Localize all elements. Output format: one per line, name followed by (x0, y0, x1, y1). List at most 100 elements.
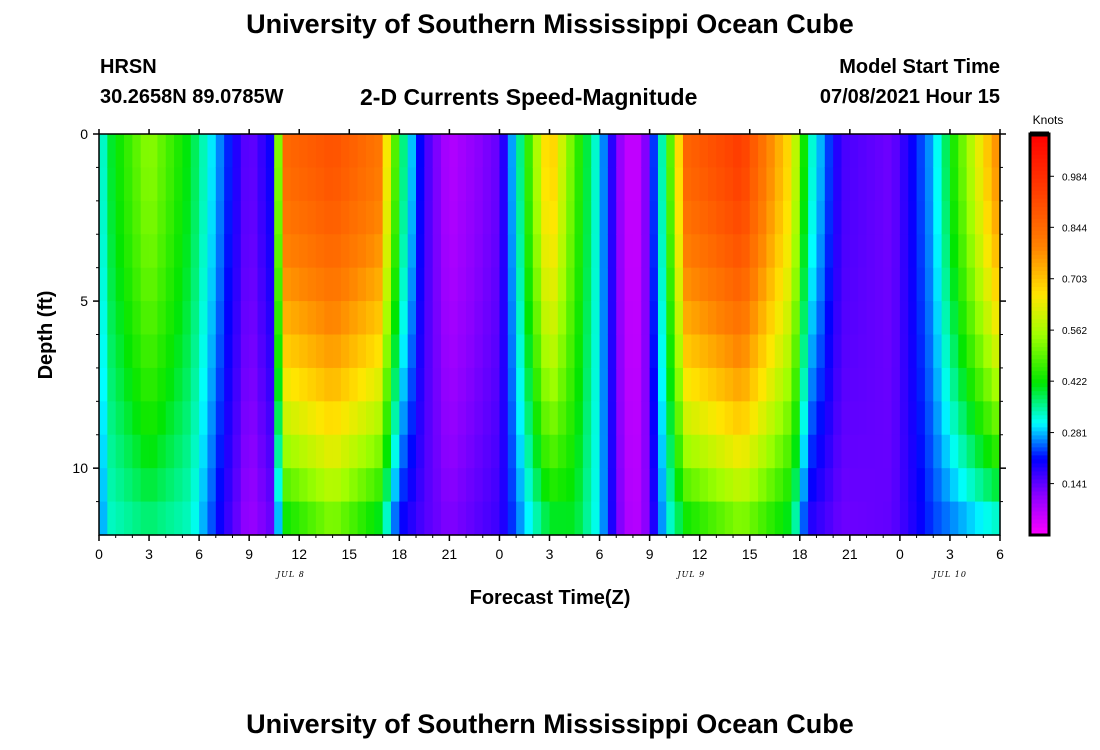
heatmap-cell (449, 200, 459, 235)
heatmap-cell (632, 200, 642, 235)
heatmap-cell (599, 267, 609, 302)
heatmap-cell (566, 200, 576, 235)
heatmap-cell (340, 200, 350, 235)
heatmap-cell (207, 200, 217, 235)
heatmap-cell (699, 468, 709, 503)
heatmap-cell (866, 200, 876, 235)
heatmap-cell (716, 501, 726, 536)
heatmap-cell (708, 234, 717, 269)
colorbar-swatch (1030, 446, 1049, 452)
heatmap-cell (541, 200, 551, 235)
colorbar-swatch (1030, 326, 1049, 332)
heatmap-cell (249, 301, 259, 336)
heatmap-cell (674, 334, 684, 369)
heatmap-cell (649, 200, 659, 235)
heatmap-cell (149, 200, 158, 235)
colorbar-swatch (1030, 282, 1049, 287)
heatmap-cell (874, 367, 884, 402)
heatmap-cell (624, 501, 634, 536)
heatmap-cell (107, 234, 117, 269)
heatmap-cell (924, 434, 934, 469)
heatmap-cell (566, 134, 576, 169)
heatmap-cell (691, 134, 701, 169)
heatmap-cell (749, 267, 759, 302)
heatmap-cell (958, 468, 968, 503)
heatmap-cell (190, 434, 200, 469)
heatmap-cell (265, 301, 275, 336)
heatmap-cell (324, 267, 334, 302)
heatmap-cell (949, 167, 959, 202)
heatmap-cell (407, 200, 417, 235)
heatmap-cell (207, 401, 217, 436)
heatmap-cell (224, 468, 234, 503)
heatmap-cell (399, 401, 409, 436)
heatmap-cell (416, 434, 425, 469)
colorbar-swatch (1030, 314, 1049, 320)
heatmap-cell (307, 468, 317, 503)
heatmap-cell (357, 468, 367, 503)
colorbar-tick-label: 0.141 (1062, 480, 1087, 491)
heatmap-cell (124, 234, 133, 269)
heatmap-cell (441, 167, 450, 202)
colorbar-swatch (1030, 290, 1049, 295)
heatmap-cell (866, 134, 876, 169)
heatmap-cell (499, 134, 509, 169)
colorbar-swatch (1030, 442, 1049, 448)
heatmap-cell (649, 401, 659, 436)
heatmap-cell (874, 267, 884, 302)
heatmap-cell (524, 234, 534, 269)
heatmap-cell (974, 434, 984, 469)
heatmap-cell (799, 401, 809, 436)
heatmap-cell (365, 200, 375, 235)
heatmap-cell (824, 200, 834, 235)
heatmap-cell (516, 200, 526, 235)
heatmap-cell (966, 267, 976, 302)
heatmap-cell (874, 334, 884, 369)
heatmap-cell (708, 401, 717, 436)
heatmap-cell (674, 134, 684, 169)
x-tick-label: 6 (596, 546, 604, 562)
heatmap-cell (132, 267, 142, 302)
heatmap-cell (140, 468, 150, 503)
heatmap-cell (974, 200, 984, 235)
heatmap-cell (858, 234, 868, 269)
heatmap-cell (632, 167, 642, 202)
heatmap-cell (474, 234, 484, 269)
heatmap-cell (357, 134, 367, 169)
heatmap-cell (641, 301, 651, 336)
heatmap-cell (224, 301, 234, 336)
heatmap-cell (949, 501, 959, 536)
heatmap-cell (290, 434, 300, 469)
heatmap-cell (407, 468, 417, 503)
heatmap-cell (432, 267, 442, 302)
heatmap-cell (816, 501, 826, 536)
colorbar-swatch (1030, 202, 1049, 207)
heatmap-cell (466, 167, 476, 202)
heatmap-cell (124, 301, 133, 336)
heatmap-cell (774, 334, 784, 369)
heatmap-cell (616, 334, 626, 369)
heatmap-cell (457, 334, 467, 369)
heatmap-cell (616, 501, 626, 536)
colorbar-swatch (1030, 266, 1049, 271)
heatmap-cell (441, 401, 450, 436)
heatmap-cell (858, 134, 868, 169)
heatmap-cell (816, 200, 826, 235)
heatmap-cell (699, 267, 709, 302)
heatmap-cell (524, 468, 534, 503)
heatmap-cell (299, 234, 309, 269)
heatmap-cell (491, 468, 501, 503)
heatmap-cell (783, 367, 793, 402)
heatmap-cell (107, 334, 117, 369)
heatmap-cell (349, 334, 359, 369)
heatmap-cell (382, 267, 392, 302)
heatmap-cell (390, 501, 400, 536)
heatmap-cell (240, 434, 250, 469)
heatmap-cell (149, 468, 158, 503)
heatmap-cell (833, 401, 843, 436)
heatmap-cell (607, 468, 617, 503)
heatmap-cell (966, 367, 976, 402)
heatmap-cell (399, 234, 409, 269)
heatmap-cell (224, 401, 234, 436)
heatmap-cell (958, 501, 968, 536)
